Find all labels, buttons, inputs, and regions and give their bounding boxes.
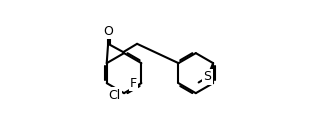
Text: S: S [203, 70, 212, 83]
Text: F: F [130, 77, 137, 90]
Text: Cl: Cl [108, 89, 120, 102]
Text: O: O [103, 25, 113, 38]
